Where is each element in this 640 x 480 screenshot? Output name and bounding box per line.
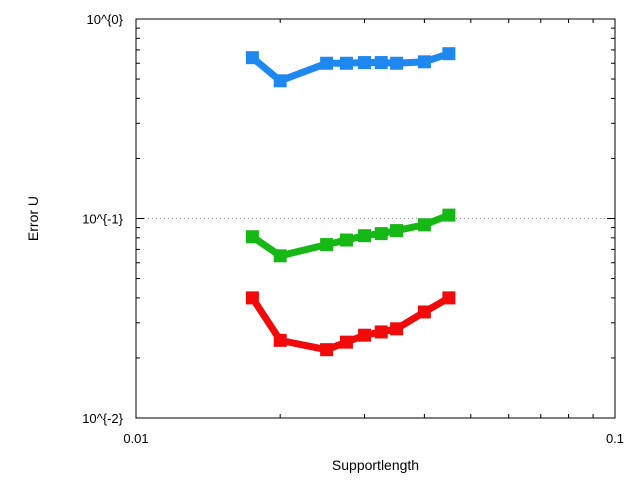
series-3 <box>245 291 456 357</box>
series-layer <box>245 47 456 357</box>
data-point <box>442 208 456 222</box>
data-point <box>442 47 456 61</box>
data-point <box>390 322 404 336</box>
data-point <box>320 343 334 357</box>
tick-marks <box>135 18 616 419</box>
data-point <box>245 230 259 244</box>
series-2 <box>245 208 456 263</box>
data-point <box>273 74 287 88</box>
data-point <box>442 291 456 305</box>
data-point <box>320 238 334 252</box>
data-point <box>245 51 259 65</box>
data-point <box>273 249 287 263</box>
data-point <box>390 56 404 70</box>
tick-labels: 10^{0} 10^{-1} 10^{-2}0.01 0.1 <box>82 12 624 446</box>
data-point <box>339 335 353 349</box>
data-point <box>417 305 431 319</box>
y-axis-title: Error U <box>25 196 41 241</box>
data-point <box>358 229 372 243</box>
x-axis-title: Supportlength <box>332 457 419 473</box>
data-point <box>273 333 287 347</box>
data-point <box>417 218 431 232</box>
data-point <box>374 227 388 241</box>
data-point <box>320 56 334 70</box>
plot-frame <box>135 18 616 419</box>
y-tick-label: 10^{-1} <box>82 212 123 227</box>
data-point <box>374 56 388 70</box>
data-point <box>358 56 372 70</box>
data-point <box>374 325 388 339</box>
data-point <box>339 56 353 70</box>
y-tick-label: 10^{-2} <box>82 411 123 426</box>
data-point <box>245 291 259 305</box>
x-tick-label: 0.1 <box>606 431 624 446</box>
series-1 <box>245 47 456 88</box>
data-point <box>339 233 353 247</box>
data-point <box>358 328 372 342</box>
data-point <box>417 55 431 69</box>
y-tick-label: 10^{0} <box>87 12 124 27</box>
x-tick-label: 0.01 <box>123 431 148 446</box>
data-point <box>390 224 404 238</box>
